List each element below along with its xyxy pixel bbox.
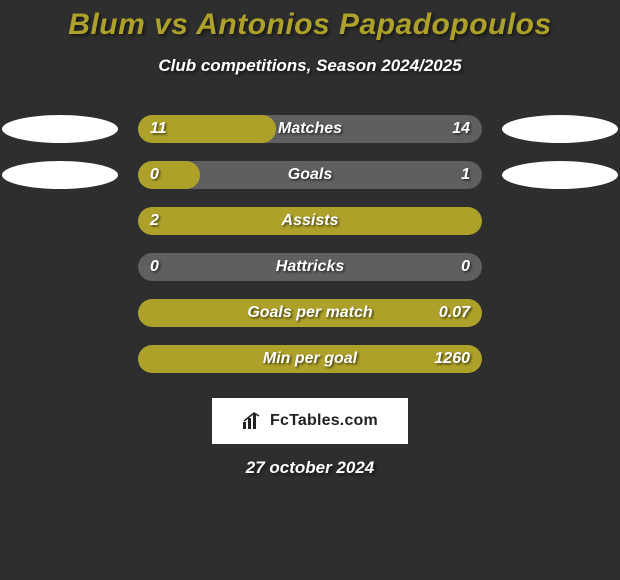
stat-value-left: 2 [150,212,159,230]
stat-label: Min per goal [263,350,357,368]
comparison-infographic: Blum vs Antonios Papadopoulos Club compe… [0,0,620,580]
brand-badge: FcTables.com [212,398,408,444]
stat-rows: Matches1114Goals01Assists2Hattricks00Goa… [0,106,620,382]
stat-label: Hattricks [276,258,344,276]
stat-label: Goals per match [247,304,372,322]
stat-label: Assists [282,212,339,230]
bar-fill-left [138,161,200,189]
player-oval-right [502,161,618,189]
stat-value-left: 0 [150,166,159,184]
player-oval-left [2,115,118,143]
date-line: 27 october 2024 [0,458,620,478]
stat-bar: Goals 0 1 [138,161,482,189]
stat-value-right: 1260 [434,350,470,368]
stat-value-right: 14 [452,120,470,138]
brand-bars-icon [242,412,264,430]
player-oval-right [502,115,618,143]
page-title: Blum vs Antonios Papadopoulos [0,0,620,42]
stat-row: Min per goal 1260 [0,336,620,382]
stat-bar: Assists 2 [138,207,482,235]
stat-value-left: 11 [150,120,167,138]
stat-bar: Min per goal 1260 [138,345,482,373]
player-oval-left [2,161,118,189]
stat-row: Assists 2 [0,198,620,244]
brand-text: FcTables.com [270,412,378,430]
stat-bar: Goals per match 0.07 [138,299,482,327]
stat-label: Matches [278,120,342,138]
stat-row: Goals per match 0.07 [0,290,620,336]
stat-bar: Hattricks 0 0 [138,253,482,281]
stat-value-left: 0 [150,258,159,276]
stat-label: Goals [288,166,332,184]
stat-row: Matches 11 14 [0,106,620,152]
stat-row: Goals 0 1 [0,152,620,198]
stat-value-right: 1 [461,166,470,184]
stat-value-right: 0 [461,258,470,276]
subtitle: Club competitions, Season 2024/2025 [0,56,620,76]
stat-value-right: 0.07 [439,304,470,322]
stat-row: Hattricks 0 0 [0,244,620,290]
stat-bar: Matches 11 14 [138,115,482,143]
